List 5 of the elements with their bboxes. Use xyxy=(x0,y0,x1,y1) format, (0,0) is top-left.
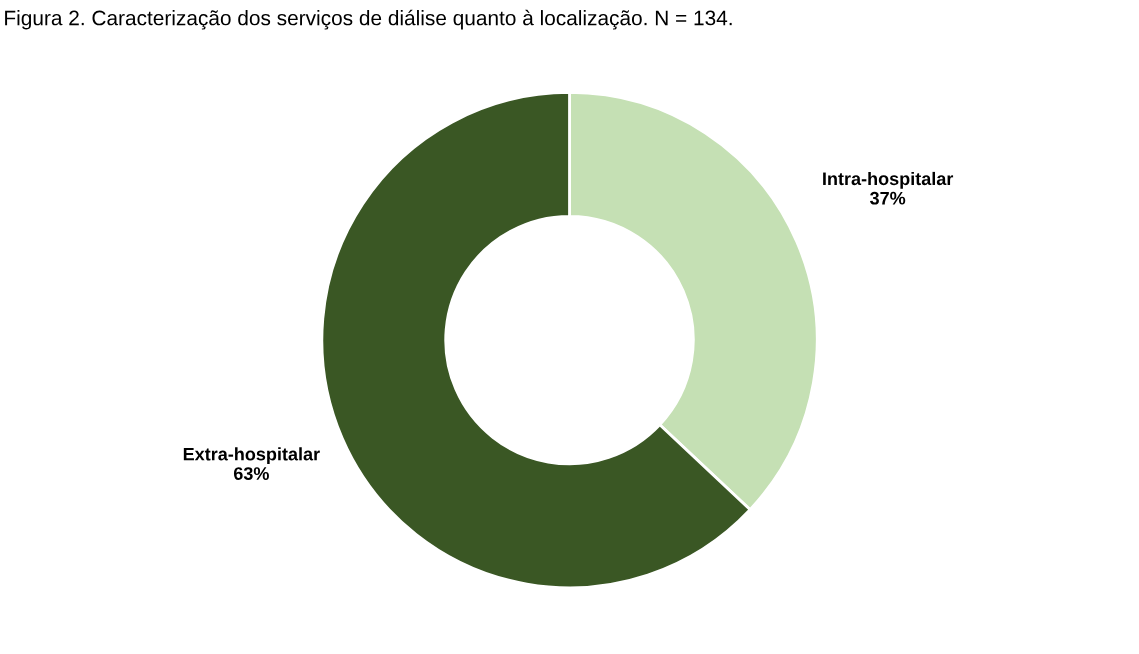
slice-label: Extra-hospitalar xyxy=(183,447,320,465)
data-label: 63% xyxy=(233,467,269,480)
data-label: 37% xyxy=(869,191,906,205)
slice-label: Intra-hospitalar xyxy=(823,171,954,189)
chart-title: Figura 2. Caracterização dos serviços de diálise quanto à localização. N = 134. xyxy=(5,9,732,30)
